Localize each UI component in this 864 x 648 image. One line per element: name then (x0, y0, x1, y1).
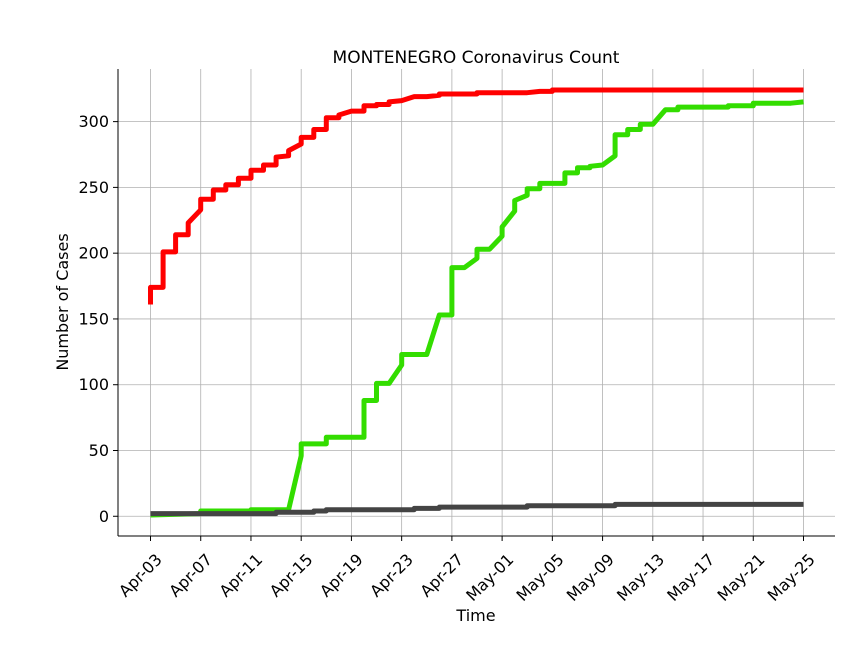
y-tick-label: 0 (99, 507, 109, 526)
ticks: Apr-03 Apr-07 Apr-11 Apr-15 Apr-19 Apr-23 Apr-… (78, 112, 818, 605)
x-tick-label: May-17 (663, 550, 718, 605)
y-tick-label: 200 (78, 244, 109, 263)
series-line-1 (148, 87, 804, 305)
x-tick-label: May-25 (764, 550, 819, 605)
y-tick-label: 300 (78, 112, 109, 131)
y-tick-label: 250 (78, 178, 109, 197)
series-group (148, 87, 804, 518)
x-axis-label: Time (455, 606, 495, 625)
y-tick-label: 50 (89, 441, 109, 460)
x-tick-label: Apr-15 (266, 550, 317, 601)
x-tick-label: May-13 (613, 550, 668, 605)
y-axis-label: Number of Cases (53, 233, 72, 370)
grid (118, 69, 835, 536)
x-tick-label: Apr-23 (366, 550, 417, 601)
y-tick-label: 100 (78, 375, 109, 394)
x-tick-label: May-01 (462, 550, 517, 605)
x-tick-label: Apr-27 (416, 550, 467, 601)
x-tick-label: Apr-07 (165, 550, 216, 601)
series-line-2 (150, 99, 804, 518)
x-tick-label: May-21 (713, 550, 768, 605)
x-tick-label: Apr-11 (216, 550, 267, 601)
axes (117, 69, 835, 537)
x-tick-label: Apr-03 (115, 550, 166, 601)
y-tick-label: 150 (78, 309, 109, 328)
x-tick-label: May-09 (563, 550, 618, 605)
x-tick-label: Apr-19 (316, 550, 367, 601)
series-line-3 (150, 501, 804, 517)
x-tick-label: May-05 (513, 550, 568, 605)
chart-title: MONTENEGRO Coronavirus Count (333, 48, 620, 68)
